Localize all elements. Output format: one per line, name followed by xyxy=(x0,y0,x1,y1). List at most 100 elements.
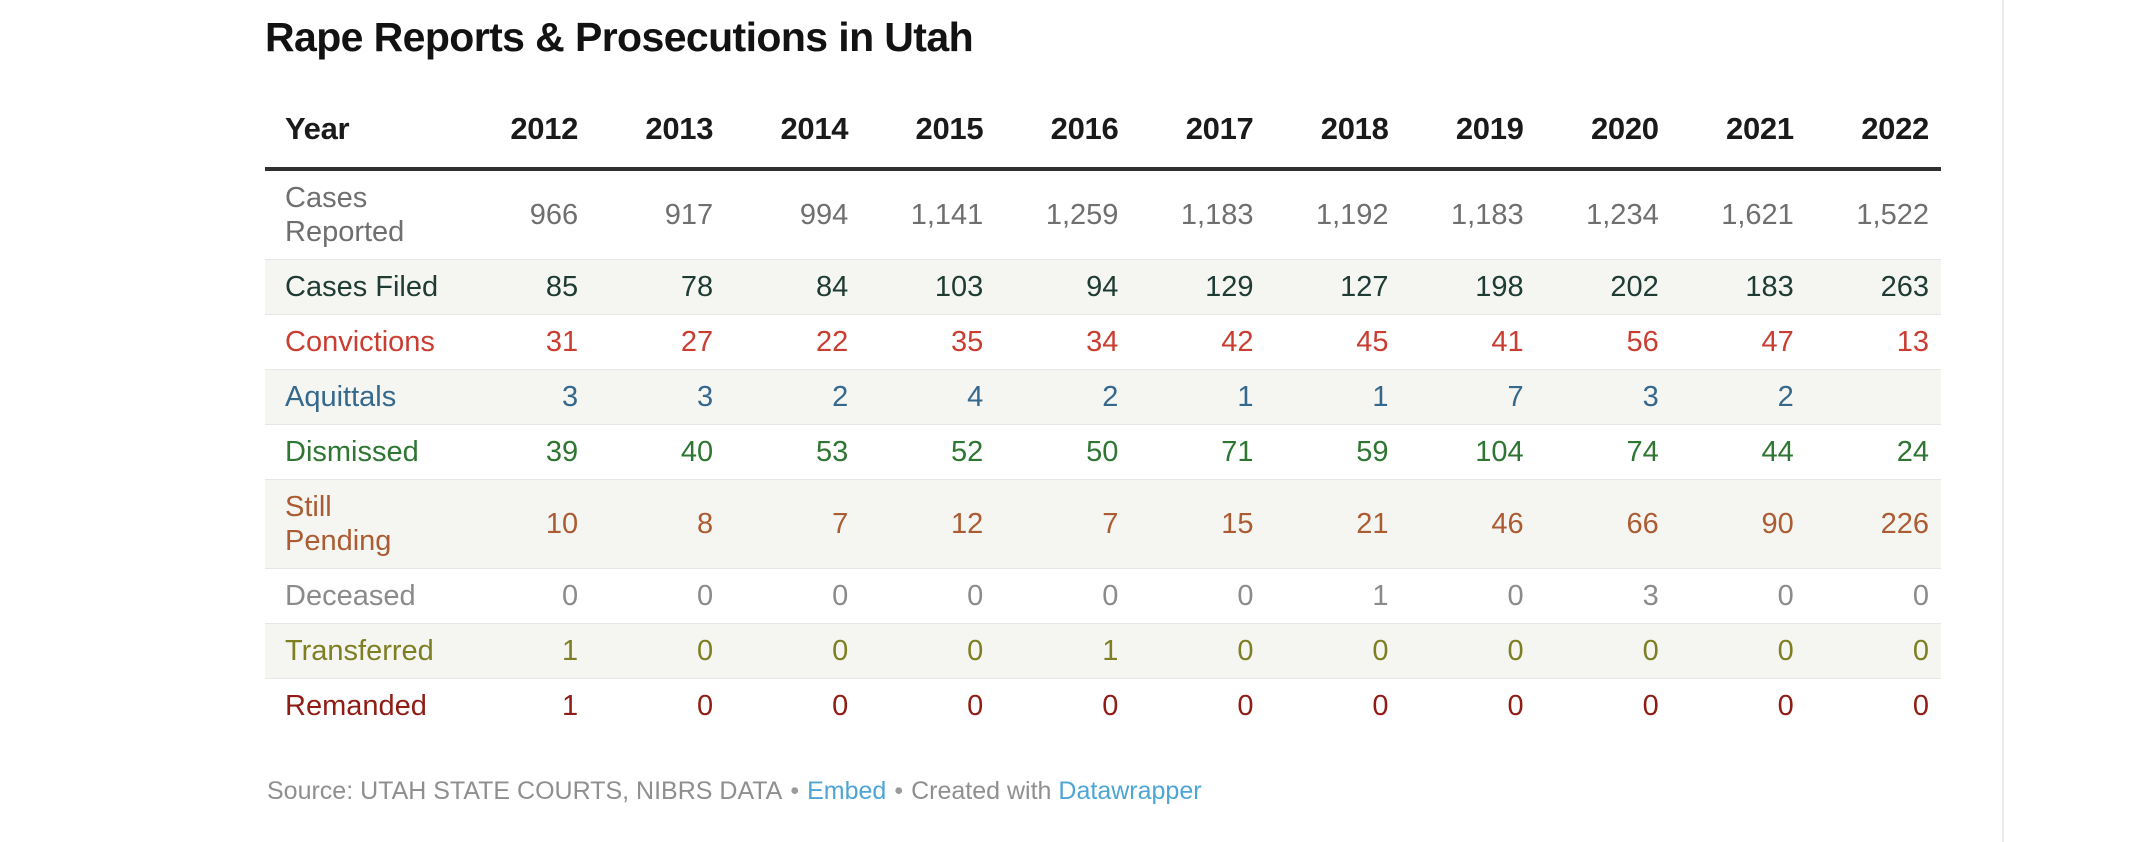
table-cell: 0 xyxy=(1912,690,1929,722)
table-row: Deceased 0 0 0 0 0 0 1 0 3 0 0 xyxy=(265,568,1941,624)
table-row: Dismissed 39 40 53 52 50 71 59 104 74 44 24 xyxy=(265,424,1941,480)
table-cell: 3 xyxy=(1642,580,1659,612)
table-cell: 0 xyxy=(1642,690,1659,722)
table-cell: 1 xyxy=(561,635,579,667)
table-cell: 0 xyxy=(1237,690,1254,722)
table-row: Aquittals 3 3 2 4 2 1 1 7 3 2 xyxy=(265,369,1941,425)
table-cell: 0 xyxy=(1237,635,1254,667)
row-label: Dismissed xyxy=(285,436,419,468)
table-cell: 183 xyxy=(1745,271,1794,303)
table-cell: 0 xyxy=(1507,580,1524,612)
table-cell: 0 xyxy=(561,580,579,612)
table-cell: 129 xyxy=(1205,271,1254,303)
table-cell: 1,234 xyxy=(1586,199,1659,231)
table-cell: 35 xyxy=(951,326,984,358)
table-cell: 0 xyxy=(967,580,984,612)
table-row: Transferred 1 0 0 0 1 0 0 0 0 0 0 xyxy=(265,623,1941,679)
table-cell: 1 xyxy=(1102,635,1119,667)
table-cell: 13 xyxy=(1896,326,1929,358)
table-row: Cases Reported 966 917 994 1,141 1,259 1,183 1,… xyxy=(265,169,1941,260)
table-cell: 0 xyxy=(967,690,984,722)
table-cell: 66 xyxy=(1626,508,1659,540)
table-cell: 0 xyxy=(832,690,849,722)
datawrapper-link[interactable]: Datawrapper xyxy=(1058,777,1202,805)
table-cell: 59 xyxy=(1356,436,1389,468)
table-cell: 104 xyxy=(1475,436,1524,468)
table-cell: 47 xyxy=(1761,326,1794,358)
table-cell xyxy=(1806,370,1941,425)
table-cell: 1 xyxy=(1372,580,1389,612)
year-column-header: 2014 xyxy=(780,111,849,146)
table-cell: 27 xyxy=(680,326,714,358)
table-cell: 0 xyxy=(832,635,849,667)
table-cell: 0 xyxy=(1912,635,1929,667)
table-cell: 0 xyxy=(1102,690,1119,722)
table-cell: 53 xyxy=(815,436,849,468)
table-cell: 12 xyxy=(951,508,984,540)
table-cell: 0 xyxy=(1777,580,1794,612)
page-edge-divider xyxy=(2002,0,2004,842)
table-cell: 0 xyxy=(1102,580,1119,612)
year-column-header: 2013 xyxy=(645,111,714,146)
table-cell: 22 xyxy=(815,326,849,358)
table-cell: 0 xyxy=(967,635,984,667)
chart-container: Rape Reports & Prosecutions in Utah Year… xyxy=(265,14,1941,806)
table-cell: 24 xyxy=(1896,436,1929,468)
year-column-header: 2017 xyxy=(1185,111,1254,146)
table-cell: 2 xyxy=(1777,381,1794,413)
table-cell: 2 xyxy=(832,381,849,413)
separator-dot: • xyxy=(790,777,800,805)
table-cell: 15 xyxy=(1221,508,1254,540)
table-cell: 0 xyxy=(1777,635,1794,667)
table-cell: 34 xyxy=(1086,326,1119,358)
table-cell: 52 xyxy=(951,436,984,468)
table-cell: 0 xyxy=(1372,690,1389,722)
source-text: Source: UTAH STATE COURTS, NIBRS DATA xyxy=(267,777,783,805)
row-label: Cases Filed xyxy=(285,271,439,303)
table-cell: 2 xyxy=(1102,381,1119,413)
table-cell: 10 xyxy=(545,508,579,540)
table-cell: 8 xyxy=(697,508,714,540)
table-cell: 90 xyxy=(1761,508,1794,540)
row-label: Cases Reported xyxy=(285,182,405,248)
embed-link[interactable]: Embed xyxy=(807,777,887,805)
table-header-row: Year 2012 2013 2014 2015 2016 2017 2018 2019 202… xyxy=(265,111,1941,169)
table-cell: 1 xyxy=(561,690,579,722)
year-column-header: 2015 xyxy=(915,111,984,146)
row-label: Deceased xyxy=(285,580,416,612)
table-cell: 127 xyxy=(1340,271,1389,303)
row-label: Remanded xyxy=(285,690,427,722)
chart-footer: Source: UTAH STATE COURTS, NIBRS DATA • Em… xyxy=(265,777,1941,806)
table-cell: 1,522 xyxy=(1856,199,1929,231)
table-header: Year 2012 2013 2014 2015 2016 2017 2018 2019 202… xyxy=(265,111,1941,169)
table-cell: 78 xyxy=(680,271,714,303)
table-cell: 0 xyxy=(697,635,714,667)
table-cell: 202 xyxy=(1610,271,1659,303)
table-row: Cases Filed 85 78 84 103 94 129 127 198 202 183 263 xyxy=(265,259,1941,315)
table-cell: 7 xyxy=(832,508,849,540)
table-cell: 42 xyxy=(1221,326,1254,358)
table-cell: 1,259 xyxy=(1045,199,1119,231)
table-cell: 3 xyxy=(1642,381,1659,413)
table-cell: 0 xyxy=(697,580,714,612)
row-label: Transferred xyxy=(285,635,434,667)
table-cell: 917 xyxy=(664,199,714,231)
table-cell: 31 xyxy=(545,326,579,358)
table-cell: 74 xyxy=(1626,436,1659,468)
year-column-header: 2022 xyxy=(1861,111,1929,146)
data-table: Year 2012 2013 2014 2015 2016 2017 2018 2019 202… xyxy=(265,111,1941,733)
table-cell: 263 xyxy=(1880,271,1929,303)
year-column-header: 2019 xyxy=(1455,111,1524,146)
table-cell: 3 xyxy=(697,381,714,413)
table-cell: 0 xyxy=(697,690,714,722)
table-cell: 103 xyxy=(934,271,984,303)
table-cell: 1,141 xyxy=(910,199,984,231)
table-cell: 0 xyxy=(1507,690,1524,722)
table-cell: 85 xyxy=(545,271,579,303)
table-cell: 7 xyxy=(1102,508,1119,540)
table-cell: 44 xyxy=(1761,436,1794,468)
row-label: Convictions xyxy=(285,326,435,358)
table-cell: 1,621 xyxy=(1721,199,1794,231)
table-cell: 56 xyxy=(1626,326,1659,358)
table-cell: 0 xyxy=(1777,690,1794,722)
